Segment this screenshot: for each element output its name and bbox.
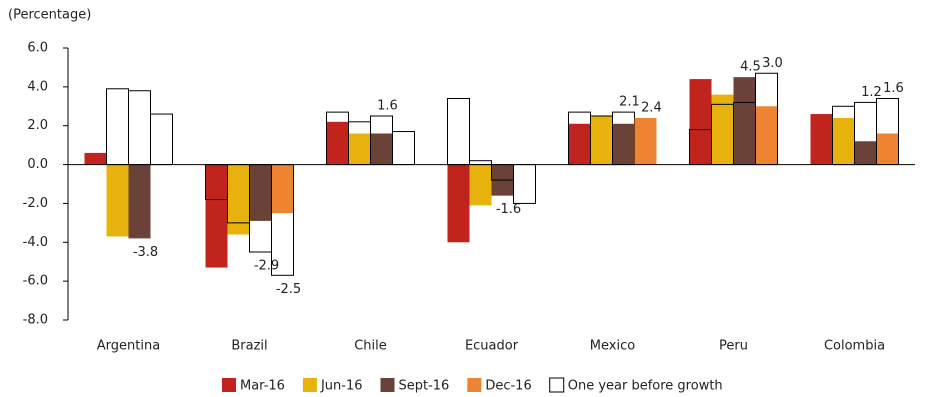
legend-label: Jun-16 xyxy=(320,379,363,394)
bar xyxy=(227,164,250,235)
legend-swatch xyxy=(302,378,317,392)
bar-outline xyxy=(128,90,151,166)
bar xyxy=(711,94,734,165)
bar xyxy=(84,152,107,165)
y-tick-label: -6.0 xyxy=(23,274,48,289)
y-tick-label: -8.0 xyxy=(23,313,48,328)
legend-label: Sept-16 xyxy=(398,379,449,394)
data-label: 1.6 xyxy=(883,81,904,96)
bar-outline xyxy=(447,98,470,166)
bar xyxy=(205,164,228,268)
data-label: -1.6 xyxy=(496,202,521,217)
bar xyxy=(106,164,129,237)
bar xyxy=(249,164,272,221)
bar xyxy=(755,106,778,165)
data-label: -2.5 xyxy=(276,282,301,297)
bar xyxy=(634,117,657,165)
data-label: 2.1 xyxy=(619,95,640,110)
legend-swatch xyxy=(467,378,482,392)
bar-outline xyxy=(150,113,173,166)
bar xyxy=(348,133,371,165)
legend-swatch xyxy=(549,377,565,393)
y-tick-label: 6.0 xyxy=(27,41,48,56)
bar xyxy=(326,121,349,165)
bar xyxy=(810,114,833,165)
legend-swatch xyxy=(222,378,236,392)
data-label: 4.5 xyxy=(740,60,761,75)
data-label: 2.4 xyxy=(641,100,662,115)
y-tick-label: 4.0 xyxy=(27,79,48,94)
x-tick-label: Argentina xyxy=(97,339,160,354)
data-label: 3.0 xyxy=(762,56,783,71)
bar xyxy=(832,117,855,165)
bar xyxy=(689,79,712,165)
bar xyxy=(854,141,877,165)
bar-outline xyxy=(392,131,415,166)
bar xyxy=(733,77,756,165)
bar xyxy=(612,123,635,165)
legend-label: Mar-16 xyxy=(240,379,285,394)
chart-subtitle: (Percentage) xyxy=(8,8,91,23)
bar xyxy=(469,164,492,206)
x-tick-label: Mexico xyxy=(590,339,635,354)
bar xyxy=(568,123,591,165)
bar xyxy=(271,164,294,214)
data-label: 1.2 xyxy=(861,85,882,100)
bar-outline xyxy=(469,160,492,166)
x-tick-label: Chile xyxy=(354,339,387,354)
x-tick-label: Ecuador xyxy=(465,339,519,354)
y-tick-label: -2.0 xyxy=(23,196,48,211)
y-tick-label: 0.0 xyxy=(27,157,48,172)
bar xyxy=(128,164,151,239)
y-tick-label: -4.0 xyxy=(23,235,48,250)
bar-outline xyxy=(513,164,536,204)
data-label: -3.8 xyxy=(133,245,158,260)
x-tick-label: Brazil xyxy=(231,339,267,354)
legend-label: Dec-16 xyxy=(485,379,531,394)
bar xyxy=(590,116,613,165)
legend-swatch xyxy=(380,378,395,392)
data-label: 1.6 xyxy=(377,99,398,114)
legend-label: One year before growth xyxy=(568,379,723,394)
data-label: -2.9 xyxy=(254,259,279,274)
bar-outline xyxy=(106,88,129,166)
y-tick-label: 2.0 xyxy=(27,118,48,133)
bar xyxy=(876,133,899,165)
x-tick-label: Peru xyxy=(719,339,748,354)
bar xyxy=(447,164,470,243)
x-tick-label: Colombia xyxy=(824,339,885,354)
bar xyxy=(370,133,393,165)
